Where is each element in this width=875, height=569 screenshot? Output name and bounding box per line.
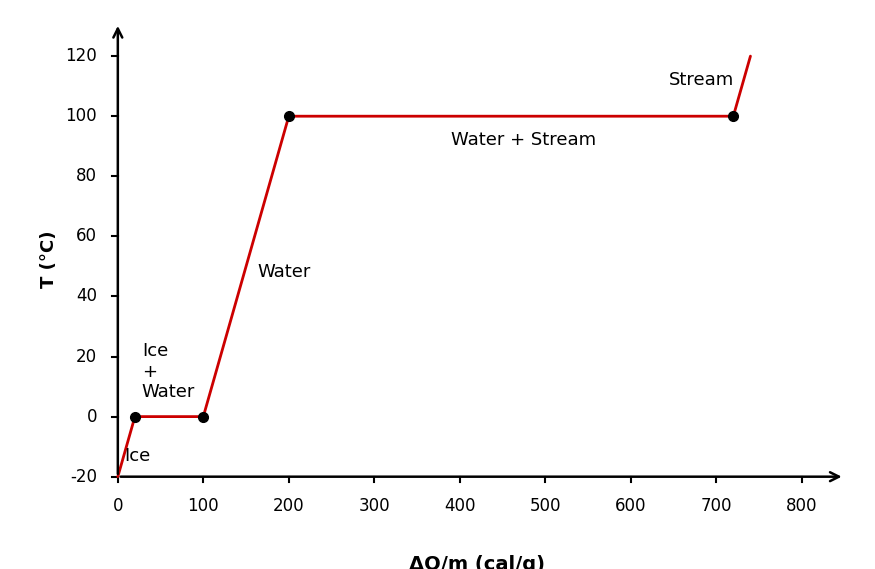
Text: 120: 120: [66, 47, 97, 65]
Text: 800: 800: [786, 497, 817, 515]
Text: 600: 600: [615, 497, 647, 515]
Text: -20: -20: [70, 468, 97, 486]
Text: 200: 200: [273, 497, 304, 515]
Point: [282, 112, 296, 121]
Text: Water: Water: [257, 263, 311, 282]
Text: 80: 80: [76, 167, 97, 185]
Text: Ice
+
Water: Ice + Water: [142, 342, 195, 401]
Text: Ice: Ice: [124, 447, 150, 465]
Point: [726, 112, 740, 121]
Text: 60: 60: [76, 228, 97, 245]
Text: ΔQ/m (cal/g): ΔQ/m (cal/g): [409, 555, 545, 569]
Text: 0: 0: [87, 407, 97, 426]
Text: 700: 700: [701, 497, 732, 515]
Point: [196, 412, 210, 421]
Text: T (°C): T (°C): [40, 230, 59, 288]
Text: 40: 40: [76, 287, 97, 306]
Text: 20: 20: [76, 348, 97, 365]
Text: 0: 0: [113, 497, 123, 515]
Text: 500: 500: [529, 497, 561, 515]
Text: Water + Stream: Water + Stream: [452, 131, 597, 149]
Text: 100: 100: [66, 107, 97, 125]
Text: 100: 100: [187, 497, 219, 515]
Text: 400: 400: [444, 497, 475, 515]
Text: 300: 300: [359, 497, 390, 515]
Text: Stream: Stream: [669, 71, 734, 89]
Point: [128, 412, 142, 421]
